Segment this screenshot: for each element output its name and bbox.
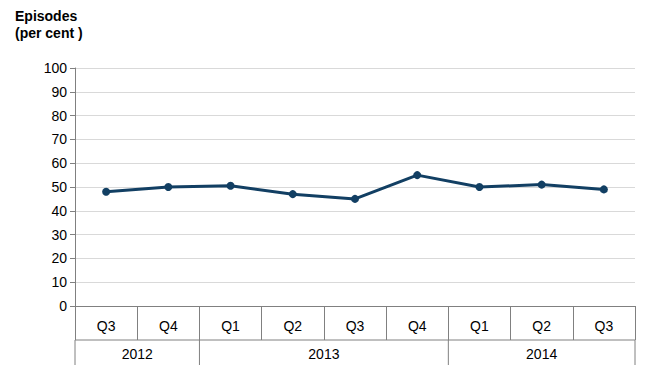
svg-text:2012: 2012 (122, 346, 153, 362)
svg-text:100: 100 (44, 60, 68, 76)
svg-text:2013: 2013 (308, 346, 339, 362)
svg-text:Episodes: Episodes (15, 8, 77, 24)
svg-text:Q2: Q2 (532, 318, 551, 334)
svg-text:Q3: Q3 (97, 318, 116, 334)
svg-text:2014: 2014 (526, 346, 557, 362)
svg-text:Q3: Q3 (595, 318, 614, 334)
svg-text:Q4: Q4 (159, 318, 178, 334)
svg-text:Q3: Q3 (346, 318, 365, 334)
svg-text:Q2: Q2 (283, 318, 302, 334)
svg-text:10: 10 (51, 274, 67, 290)
svg-text:0: 0 (59, 298, 67, 314)
svg-text:Q1: Q1 (470, 318, 489, 334)
svg-text:20: 20 (51, 250, 67, 266)
svg-text:50: 50 (51, 179, 67, 195)
svg-text:70: 70 (51, 131, 67, 147)
svg-text:Q1: Q1 (221, 318, 240, 334)
svg-text:40: 40 (51, 203, 67, 219)
svg-text:80: 80 (51, 108, 67, 124)
svg-text:60: 60 (51, 155, 67, 171)
svg-text:90: 90 (51, 84, 67, 100)
svg-text:Q4: Q4 (408, 318, 427, 334)
svg-text:30: 30 (51, 227, 67, 243)
svg-text:(per cent ): (per cent ) (15, 25, 83, 41)
